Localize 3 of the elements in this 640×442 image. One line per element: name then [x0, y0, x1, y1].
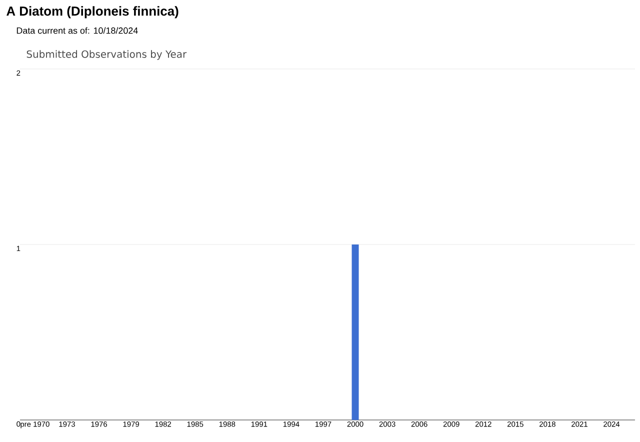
chart-title: A Diatom (Diploneis finnica)	[6, 6, 178, 18]
text: Submitted Observations by Year	[26, 50, 187, 60]
chart-subtitle: Data current as of: 10/18/2024	[16, 27, 138, 34]
